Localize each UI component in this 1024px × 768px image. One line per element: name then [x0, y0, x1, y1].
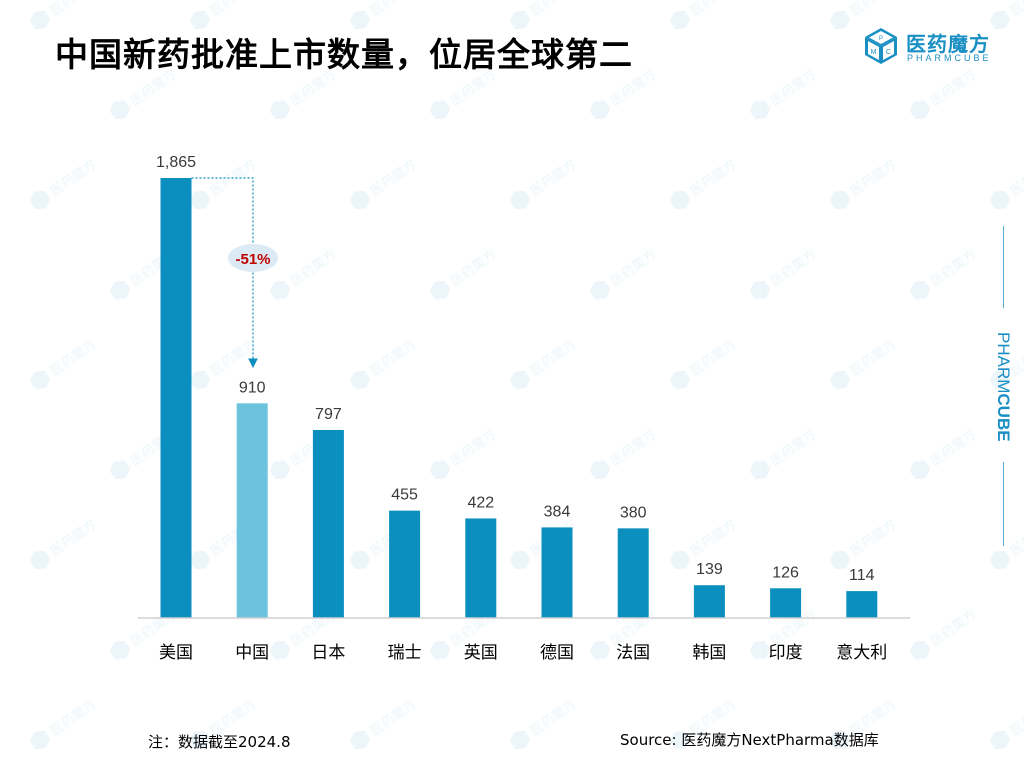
value-label-1: 910	[239, 379, 266, 396]
side-divider-bottom	[1003, 462, 1004, 546]
category-label-1: 中国	[235, 643, 269, 663]
value-label-6: 380	[620, 504, 647, 521]
category-label-9: 意大利	[836, 643, 887, 663]
category-label-2: 日本	[311, 643, 345, 663]
change-arrow	[191, 177, 258, 369]
bar-1	[236, 403, 268, 618]
bar-8	[770, 588, 802, 618]
source-note: Source: 医药魔方NextPharma数据库	[620, 731, 879, 749]
category-label-5: 德国	[540, 643, 574, 663]
category-label-4: 英国	[464, 643, 498, 663]
bar-9	[846, 591, 878, 618]
svg-text:P: P	[879, 36, 883, 42]
side-brand-text: PHARMCUBE	[994, 332, 1013, 442]
value-label-2: 797	[315, 406, 342, 423]
category-label-6: 法国	[616, 643, 650, 663]
category-label-0: 美国	[159, 643, 193, 663]
bar-4	[465, 518, 497, 618]
change-callout-text: -51%	[235, 251, 270, 268]
bar-7	[693, 585, 725, 618]
value-label-4: 422	[467, 494, 494, 511]
logo-english-name: PHARMCUBE	[907, 53, 992, 63]
brand-logo: P M C 医药魔方 PHARMCUBE	[862, 26, 1012, 68]
svg-text:C: C	[886, 49, 891, 56]
page-title: 中国新药批准上市数量，位居全球第二	[55, 35, 633, 74]
value-label-9: 114	[849, 567, 875, 584]
category-label-7: 韩国	[692, 643, 726, 663]
logo-chinese-name: 医药魔方	[906, 32, 990, 56]
footnote: 注：数据截至2024.8	[148, 733, 291, 751]
category-label-3: 瑞士	[388, 643, 422, 663]
value-label-0: 1,865	[156, 154, 196, 171]
bar-0	[160, 178, 192, 618]
value-label-7: 139	[696, 561, 723, 578]
bar-5	[541, 527, 573, 618]
value-label-3: 455	[391, 487, 418, 504]
bar-3	[389, 510, 421, 618]
cube-logo-icon: P M C	[865, 28, 897, 64]
change-callout-bubble	[228, 244, 278, 272]
value-label-5: 384	[544, 503, 571, 520]
value-label-8: 126	[772, 564, 799, 581]
bar-2	[312, 429, 344, 618]
bar-6	[617, 528, 649, 618]
svg-text:PHARMCUBE: PHARMCUBE	[994, 332, 1013, 442]
category-label-8: 印度	[769, 643, 803, 663]
side-divider-top	[1003, 226, 1004, 308]
svg-text:M: M	[871, 49, 877, 56]
